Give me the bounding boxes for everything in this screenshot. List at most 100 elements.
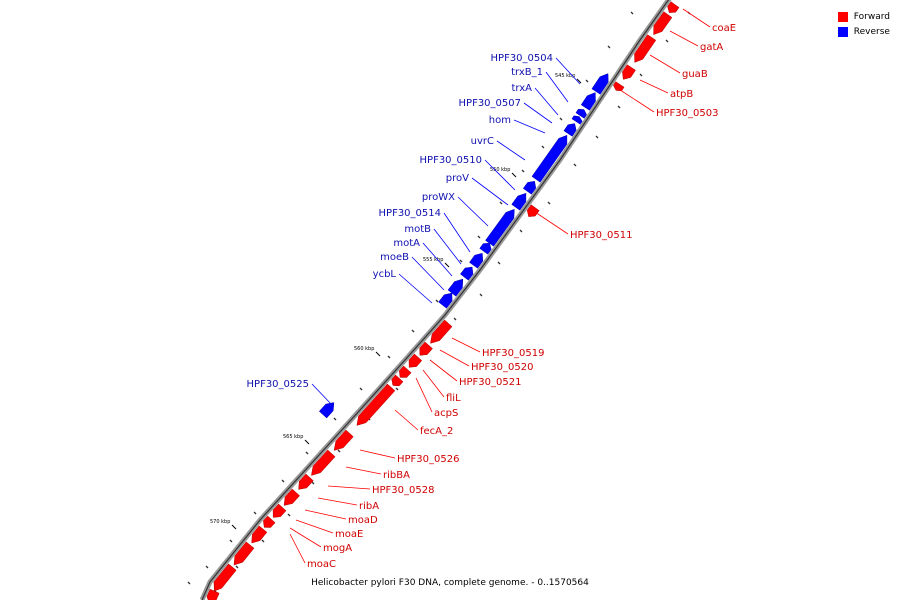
- reverse-leader: [457, 196, 489, 227]
- reverse-gene-label: proV: [446, 173, 469, 184]
- kbp-tick-label: 545 kbp: [555, 73, 575, 79]
- reverse-gene-7: [522, 181, 537, 195]
- kbp-tick-mark: [511, 172, 517, 178]
- forward-gene-label: HPF30_0526: [397, 454, 459, 465]
- forward-gene-22: [206, 588, 220, 600]
- kbp-tick-label: 560 kbp: [354, 346, 374, 352]
- reverse-gene-label: HPF30_0507: [459, 98, 521, 109]
- forward-gene-label: atpB: [670, 89, 693, 100]
- kbp-tick-mark: [231, 524, 237, 530]
- forward-gene-10: [399, 365, 412, 378]
- legend-forward: Forward: [837, 10, 890, 23]
- forward-gene-21: [213, 563, 237, 592]
- reverse-leader: [433, 228, 462, 265]
- skew-mark: [607, 45, 611, 49]
- kbp-tick-label: 570 kbp: [210, 519, 230, 525]
- forward-gene-12: [356, 383, 396, 426]
- forward-leader: [669, 30, 699, 47]
- kbp-tick-label: 565 kbp: [283, 434, 303, 440]
- forward-gene-14: [311, 449, 336, 476]
- forward-leader: [682, 8, 711, 28]
- forward-gene-7: [430, 319, 453, 344]
- skew-mark: [477, 235, 481, 239]
- reverse-leader: [484, 159, 516, 191]
- forward-leader: [289, 527, 322, 548]
- skew-mark: [630, 11, 634, 15]
- forward-leader: [639, 79, 669, 94]
- reverse-leader: [496, 140, 526, 161]
- forward-gene-label: fliL: [446, 393, 461, 404]
- reverse-gene-label: HPF30_0510: [420, 155, 482, 166]
- forward-leader: [429, 359, 458, 382]
- forward-gene-label: moaD: [348, 515, 378, 526]
- forward-gene-1: [667, 1, 680, 13]
- reverse-gene-label: trxB_1: [511, 67, 543, 78]
- forward-leader: [649, 54, 681, 74]
- forward-leader: [451, 337, 481, 353]
- reverse-gene-10: [479, 243, 492, 255]
- forward-gene-17: [272, 503, 287, 518]
- genome-caption: Helicobacter pylori F30 DNA, complete ge…: [311, 578, 589, 588]
- skew-mark: [585, 79, 589, 83]
- skew-mark: [311, 481, 315, 485]
- forward-gene-label: HPF30_0503: [656, 108, 718, 119]
- kbp-tick-label: 555 kbp: [423, 257, 443, 263]
- forward-gene-18: [263, 515, 276, 528]
- reverse-gene-14: [438, 292, 453, 309]
- skew-mark: [411, 329, 415, 333]
- reverse-gene-label: motA: [393, 238, 420, 249]
- forward-gene-label: HPF30_0511: [570, 230, 632, 241]
- reverse-gene-8: [511, 192, 527, 211]
- forward-gene-label: fecA_2: [420, 426, 453, 437]
- reverse-gene-label: uvrC: [471, 136, 494, 147]
- skew-mark: [541, 145, 545, 149]
- reverse-gene-label: trxA: [511, 83, 532, 94]
- legend-forward-label: Forward: [853, 11, 890, 22]
- forward-gene-8: [419, 341, 433, 356]
- reverse-gene-6: [531, 134, 568, 183]
- forward-gene-label: ribA: [359, 501, 379, 512]
- reverse-swatch: [837, 26, 848, 37]
- reverse-gene-4: [571, 115, 583, 125]
- forward-leader: [289, 533, 306, 564]
- kbp-tick-mark: [576, 78, 582, 84]
- skew-mark: [337, 449, 341, 453]
- skew-mark: [459, 259, 463, 263]
- skew-mark: [253, 511, 257, 515]
- kbp-tick-label: 550 kbp: [490, 167, 510, 173]
- skew-mark: [187, 581, 191, 585]
- forward-gene-16: [283, 488, 300, 506]
- skew-mark: [617, 105, 621, 109]
- forward-leader: [295, 519, 334, 534]
- skew-mark: [387, 355, 391, 359]
- skew-mark: [499, 201, 503, 205]
- kbp-tick-mark: [444, 262, 450, 268]
- skew-mark: [435, 299, 439, 303]
- forward-gene-label: mogA: [323, 543, 352, 554]
- skew-mark: [229, 539, 233, 543]
- skew-mark: [547, 201, 551, 205]
- reverse-leader: [513, 119, 546, 134]
- skew-mark: [305, 451, 309, 455]
- reverse-leader: [555, 57, 581, 85]
- forward-gene-15: [298, 473, 314, 490]
- skew-mark: [665, 39, 669, 43]
- kbp-tick-mark: [304, 439, 310, 445]
- skew-mark: [395, 387, 399, 391]
- skew-mark: [235, 565, 239, 569]
- forward-leader: [422, 369, 445, 398]
- forward-swatch: [837, 11, 848, 22]
- forward-leader: [394, 409, 419, 431]
- forward-gene-3: [634, 34, 657, 63]
- reverse-gene-label: motB: [404, 224, 431, 235]
- forward-leader: [415, 377, 433, 413]
- forward-gene-2: [653, 11, 673, 35]
- reverse-leader: [311, 383, 333, 406]
- forward-leader: [359, 449, 396, 459]
- kbp-tick-mark: [375, 351, 381, 357]
- legend-reverse-label: Reverse: [853, 26, 890, 37]
- reverse-gene-15: [318, 402, 335, 419]
- forward-leader: [439, 349, 470, 367]
- reverse-gene-3: [575, 108, 587, 119]
